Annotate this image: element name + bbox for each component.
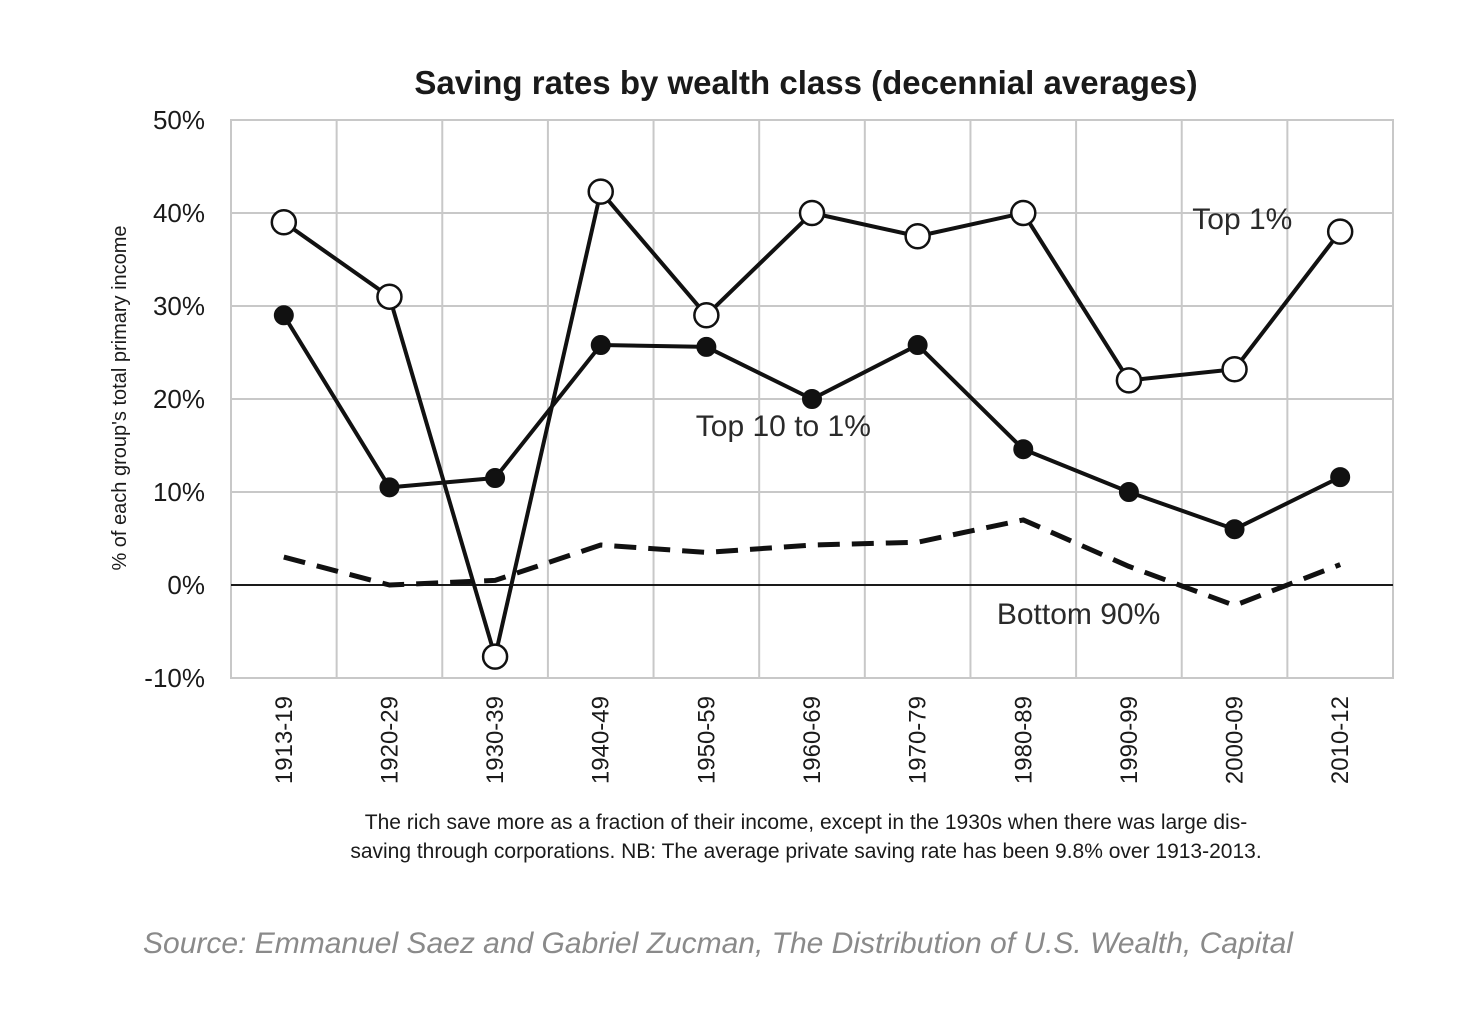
- y-tick-label: 40%: [153, 198, 205, 228]
- data-point: [485, 468, 506, 489]
- x-tick-label: 1980-89: [1010, 696, 1037, 784]
- y-tick-label: 50%: [153, 105, 205, 135]
- data-point: [273, 305, 294, 326]
- data-point: [481, 643, 509, 670]
- series: [270, 178, 1354, 670]
- y-tick-label: 10%: [153, 477, 205, 507]
- data-point: [1118, 482, 1139, 502]
- y-tick-label: 0%: [167, 570, 205, 600]
- series-label: Top 1%: [1192, 203, 1292, 236]
- data-point: [802, 389, 822, 409]
- x-tick-label: 1960-69: [799, 696, 826, 784]
- x-tick-label: 2000-09: [1222, 696, 1249, 784]
- x-tick-label: 1990-99: [1116, 696, 1143, 784]
- caption-line-1: The rich save more as a fraction of thei…: [365, 811, 1247, 834]
- data-point: [587, 178, 614, 205]
- data-point: [270, 209, 298, 236]
- x-tick-label: 2010-12: [1327, 696, 1354, 784]
- x-tick-label: 1913-19: [271, 696, 298, 784]
- x-tick-label: 1930-39: [482, 696, 509, 784]
- series-label: Bottom 90%: [997, 598, 1160, 631]
- data-point: [904, 223, 931, 250]
- data-point: [1010, 199, 1037, 227]
- data-point: [693, 302, 720, 329]
- data-point: [1330, 467, 1351, 488]
- series-labels: Top 1% Top 10 to 1% Bottom 90%: [696, 203, 1293, 631]
- x-tick-label: 1920-29: [376, 696, 403, 784]
- y-tick-label: 30%: [153, 291, 205, 321]
- data-point: [1224, 519, 1245, 540]
- data-point: [696, 336, 717, 357]
- y-axis-label: % of each group's total primary income: [109, 225, 131, 570]
- y-tick-label: 20%: [153, 384, 205, 414]
- data-point: [798, 199, 826, 227]
- data-point: [379, 477, 400, 498]
- data-point: [1221, 355, 1248, 383]
- data-point: [376, 283, 403, 310]
- x-tick-label: 1940-49: [588, 696, 615, 784]
- axes: 50% 40% 30% 20% 10% 0% -10% 1913-19 1920-29 1930-…: [144, 105, 1393, 784]
- data-point: [1013, 439, 1034, 460]
- data-point: [1115, 367, 1143, 394]
- data-point: [590, 335, 611, 356]
- data-point: [907, 335, 928, 356]
- data-point: [1326, 218, 1354, 245]
- x-tick-label: 1970-79: [905, 696, 932, 784]
- y-tick-label: -10%: [144, 663, 205, 693]
- x-tick-label: 1950-59: [693, 696, 720, 784]
- caption-line-2: saving through corporations. NB: The ave…: [350, 840, 1261, 863]
- series-label: Top 10 to 1%: [696, 410, 871, 443]
- series-line-2: [283, 517, 1342, 608]
- chart-title: Saving rates by wealth class (decennial …: [414, 64, 1197, 101]
- source-note: Source: Emmanuel Saez and Gabriel Zucman…: [143, 927, 1294, 960]
